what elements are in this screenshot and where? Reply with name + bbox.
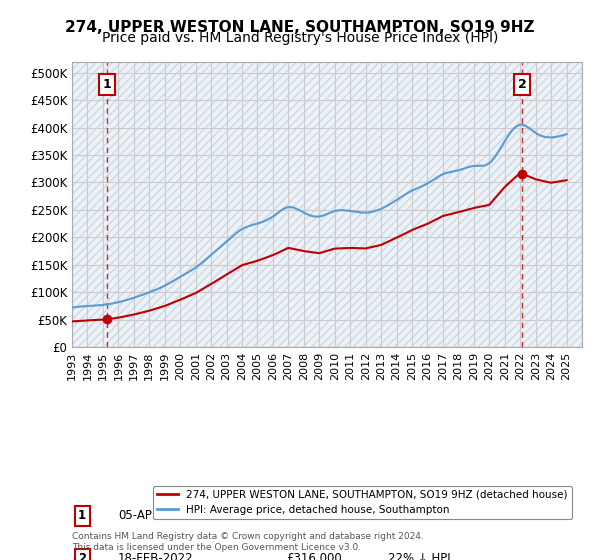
Text: 2: 2 <box>518 78 526 91</box>
Text: 1: 1 <box>103 78 112 91</box>
Text: 274, UPPER WESTON LANE, SOUTHAMPTON, SO19 9HZ: 274, UPPER WESTON LANE, SOUTHAMPTON, SO1… <box>65 20 535 35</box>
Text: Contains HM Land Registry data © Crown copyright and database right 2024.
This d: Contains HM Land Registry data © Crown c… <box>72 532 424 552</box>
Text: 18-FEB-2022: 18-FEB-2022 <box>118 552 194 560</box>
Text: 34% ↓ HPI: 34% ↓ HPI <box>388 509 451 522</box>
Text: 1: 1 <box>78 509 86 522</box>
Legend: 274, UPPER WESTON LANE, SOUTHAMPTON, SO19 9HZ (detached house), HPI: Average pri: 274, UPPER WESTON LANE, SOUTHAMPTON, SO1… <box>152 486 572 519</box>
Text: 22% ↓ HPI: 22% ↓ HPI <box>388 552 451 560</box>
Text: £316,000: £316,000 <box>286 552 342 560</box>
Text: 2: 2 <box>78 552 86 560</box>
Text: Price paid vs. HM Land Registry's House Price Index (HPI): Price paid vs. HM Land Registry's House … <box>102 31 498 45</box>
Text: £51,000: £51,000 <box>286 509 334 522</box>
Text: 05-APR-1995: 05-APR-1995 <box>118 509 194 522</box>
